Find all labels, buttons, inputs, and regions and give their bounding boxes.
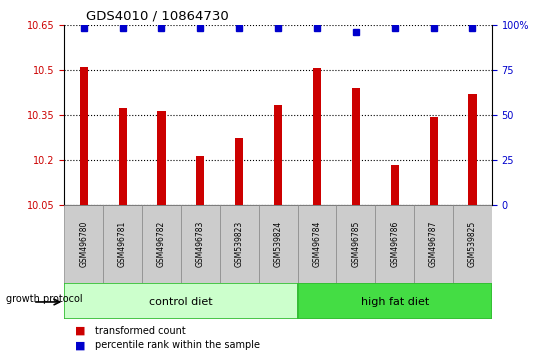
Bar	[297, 205, 337, 283]
Text: ■: ■	[75, 326, 86, 336]
Text: GSM496787: GSM496787	[429, 221, 438, 268]
Bar	[119, 108, 127, 205]
Bar	[142, 205, 181, 283]
Bar	[313, 68, 321, 205]
Text: GSM539824: GSM539824	[273, 221, 283, 267]
Bar	[297, 283, 492, 319]
Bar	[79, 67, 88, 205]
Bar	[468, 94, 477, 205]
Bar	[375, 205, 414, 283]
Bar	[352, 88, 360, 205]
Bar	[337, 205, 375, 283]
Bar	[64, 205, 103, 283]
Bar	[64, 283, 297, 319]
Bar	[235, 138, 243, 205]
Bar	[103, 205, 142, 283]
Text: GSM496783: GSM496783	[196, 221, 205, 268]
Text: GDS4010 / 10864730: GDS4010 / 10864730	[86, 9, 229, 22]
Bar	[453, 205, 492, 283]
Text: transformed count: transformed count	[95, 326, 186, 336]
Bar	[181, 205, 220, 283]
Text: GSM539825: GSM539825	[468, 221, 477, 267]
Text: GSM496780: GSM496780	[79, 221, 88, 268]
Text: GSM496785: GSM496785	[352, 221, 361, 268]
Text: percentile rank within the sample: percentile rank within the sample	[95, 340, 260, 350]
Bar	[158, 110, 165, 205]
Text: GSM496786: GSM496786	[390, 221, 399, 268]
Text: GSM496781: GSM496781	[118, 221, 127, 267]
Text: high fat diet: high fat diet	[361, 297, 429, 307]
Bar	[391, 165, 399, 205]
Text: ■: ■	[75, 340, 86, 350]
Bar	[414, 205, 453, 283]
Text: control diet: control diet	[149, 297, 213, 307]
Text: GSM496782: GSM496782	[157, 221, 166, 267]
Text: GSM496784: GSM496784	[312, 221, 321, 268]
Bar	[220, 205, 259, 283]
Bar	[259, 205, 297, 283]
Bar	[274, 104, 282, 205]
Bar	[196, 156, 205, 205]
Text: GSM539823: GSM539823	[235, 221, 244, 267]
Bar	[429, 116, 438, 205]
Text: growth protocol: growth protocol	[6, 294, 82, 304]
